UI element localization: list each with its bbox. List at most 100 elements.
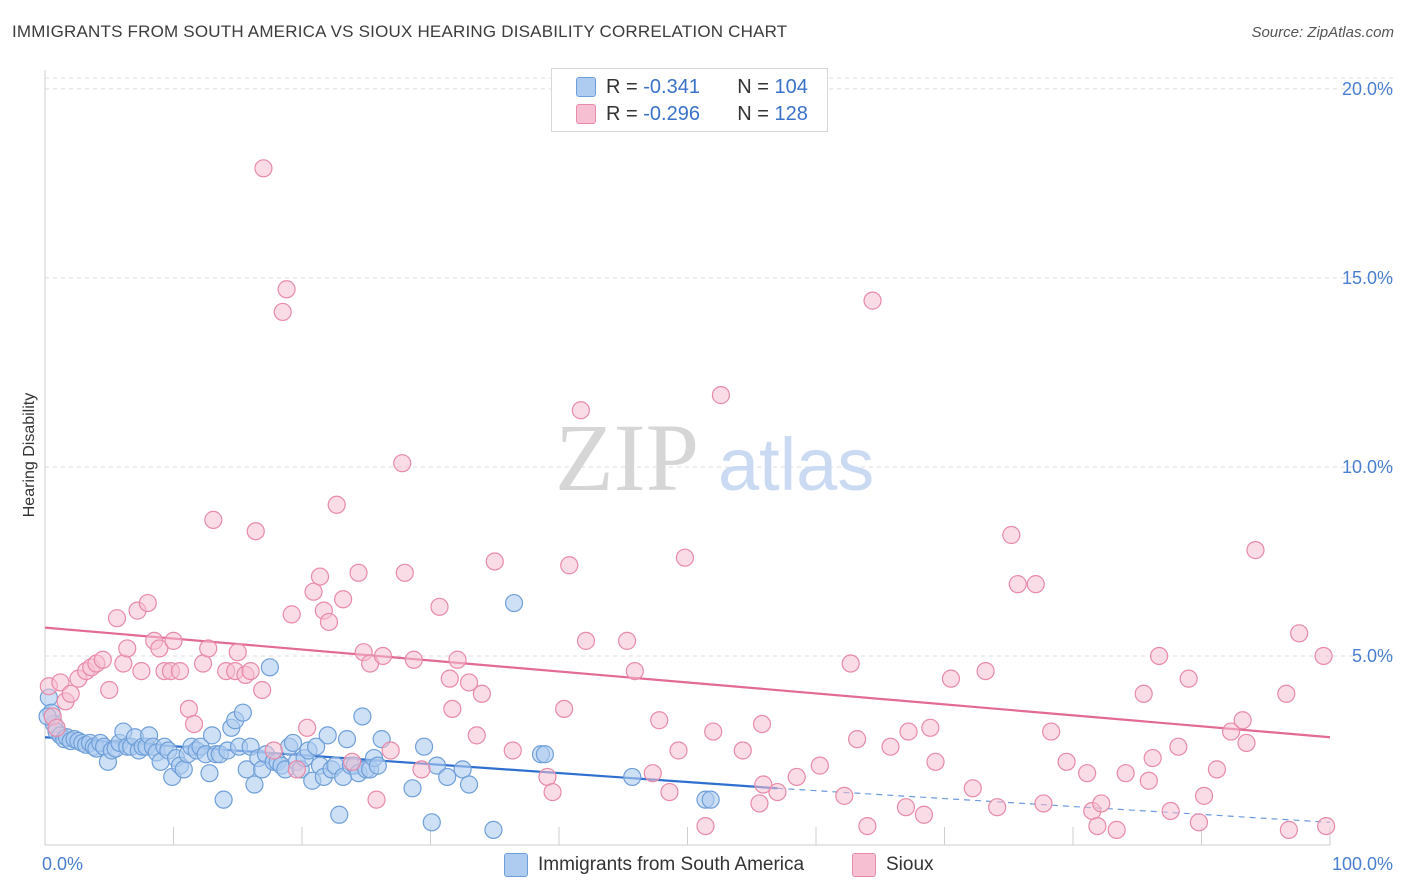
legend-n-label: N = bbox=[737, 75, 769, 98]
bottom-legend-label: Immigrants from South America bbox=[538, 854, 805, 875]
data-point-immigrants bbox=[307, 737, 326, 756]
data-point-sioux bbox=[204, 510, 223, 529]
gridlines bbox=[45, 77, 1395, 657]
data-point-immigrants bbox=[318, 726, 337, 745]
y-tick-label: 5.0% bbox=[1352, 646, 1393, 666]
legend-r-value: -0.296 bbox=[643, 102, 700, 125]
data-point-sioux bbox=[976, 661, 995, 681]
data-point-sioux bbox=[304, 582, 323, 601]
axes bbox=[44, 70, 1331, 846]
data-point-immigrants bbox=[214, 790, 233, 809]
data-point-sioux bbox=[643, 764, 662, 783]
data-point-sioux bbox=[787, 767, 806, 787]
data-point-sioux bbox=[543, 782, 562, 802]
data-point-sioux bbox=[253, 680, 272, 700]
data-point-sioux bbox=[571, 401, 590, 420]
data-point-immigrants bbox=[422, 813, 441, 832]
data-point-sioux bbox=[287, 760, 306, 779]
data-point-sioux bbox=[395, 563, 414, 582]
legend-row-sioux: R = -0.296 N = 128 bbox=[576, 101, 808, 127]
data-point-sioux bbox=[650, 711, 669, 730]
data-point-sioux bbox=[1161, 801, 1180, 821]
data-point-sioux bbox=[750, 794, 769, 813]
bottom-swatch-blue bbox=[504, 853, 528, 877]
bottom-legend-label: Sioux bbox=[886, 854, 934, 875]
data-point-sioux bbox=[228, 643, 247, 662]
data-point-sioux bbox=[863, 291, 882, 310]
legend-r-label: R = bbox=[606, 102, 638, 125]
data-point-sioux bbox=[1034, 794, 1053, 813]
y-tick-labels: 5.0% 10.0% 15.0% 20.0% bbox=[1342, 79, 1393, 666]
data-point-sioux bbox=[1139, 771, 1158, 790]
data-point-immigrants bbox=[330, 805, 349, 824]
data-point-sioux bbox=[503, 741, 522, 760]
data-point-sioux bbox=[282, 605, 301, 624]
legend-swatch-blue bbox=[576, 77, 596, 97]
watermark-zip: ZIP bbox=[555, 404, 699, 511]
data-point-sioux bbox=[246, 522, 265, 541]
data-point-sioux bbox=[576, 631, 596, 650]
legend-n-value: 104 bbox=[774, 75, 808, 98]
data-point-immigrants bbox=[414, 737, 434, 756]
data-point-sioux bbox=[343, 752, 362, 771]
bottom-legend-immigrants: Immigrants from South America bbox=[504, 852, 804, 878]
data-point-immigrants bbox=[453, 760, 472, 779]
series-sioux-points bbox=[39, 159, 1336, 839]
data-point-sioux bbox=[459, 673, 479, 692]
data-point-sioux bbox=[138, 593, 157, 613]
y-tick-label: 15.0% bbox=[1342, 268, 1393, 288]
data-point-sioux bbox=[926, 752, 945, 771]
data-point-sioux bbox=[560, 556, 579, 575]
data-point-sioux bbox=[485, 552, 504, 571]
trend-line-sioux bbox=[44, 626, 1331, 739]
data-point-sioux bbox=[1179, 669, 1198, 688]
data-point-sioux bbox=[1317, 816, 1336, 836]
data-point-sioux bbox=[264, 741, 283, 760]
data-point-sioux bbox=[1290, 624, 1309, 643]
data-point-sioux bbox=[1314, 646, 1333, 666]
data-point-sioux bbox=[963, 779, 982, 798]
data-point-sioux bbox=[412, 760, 431, 779]
data-point-immigrants bbox=[233, 703, 252, 722]
data-point-immigrants bbox=[623, 767, 642, 787]
data-point-sioux bbox=[696, 816, 715, 836]
data-point-immigrants bbox=[337, 730, 357, 749]
data-point-sioux bbox=[132, 661, 151, 681]
chart-title: IMMIGRANTS FROM SOUTH AMERICA VS SIOUX H… bbox=[12, 22, 788, 41]
data-point-sioux bbox=[669, 741, 688, 760]
data-point-sioux bbox=[404, 650, 423, 669]
data-point-sioux bbox=[941, 669, 961, 688]
data-point-sioux bbox=[381, 741, 400, 760]
data-point-sioux bbox=[1207, 760, 1227, 779]
data-point-immigrants bbox=[283, 733, 303, 753]
data-point-immigrants bbox=[701, 790, 720, 809]
data-point-immigrants bbox=[200, 764, 219, 783]
data-point-sioux bbox=[1002, 525, 1021, 545]
data-point-sioux bbox=[1194, 786, 1214, 805]
bottom-legend-sioux: Sioux bbox=[852, 852, 934, 878]
data-point-sioux bbox=[835, 786, 854, 805]
data-point-sioux bbox=[1189, 813, 1209, 832]
data-point-immigrants bbox=[504, 593, 524, 613]
data-point-sioux bbox=[754, 775, 773, 794]
data-point-sioux bbox=[472, 684, 491, 703]
data-point-sioux bbox=[47, 718, 66, 737]
data-point-sioux bbox=[810, 756, 829, 775]
data-point-sioux bbox=[1237, 733, 1256, 753]
data-point-sioux bbox=[254, 159, 273, 178]
data-point-sioux bbox=[1246, 541, 1265, 560]
data-point-sioux bbox=[1279, 820, 1298, 839]
data-point-sioux bbox=[193, 654, 213, 673]
data-point-sioux bbox=[675, 548, 695, 567]
data-point-sioux bbox=[1107, 820, 1126, 839]
data-point-immigrants bbox=[403, 779, 422, 798]
legend-swatch-pink bbox=[576, 104, 596, 124]
data-point-sioux bbox=[899, 722, 918, 741]
data-point-sioux bbox=[848, 730, 867, 749]
data-point-sioux bbox=[555, 699, 574, 719]
data-point-sioux bbox=[1088, 816, 1107, 836]
data-point-immigrants bbox=[459, 775, 479, 794]
data-point-immigrants bbox=[245, 775, 264, 794]
data-point-sioux bbox=[896, 798, 916, 817]
data-point-sioux bbox=[660, 782, 679, 802]
